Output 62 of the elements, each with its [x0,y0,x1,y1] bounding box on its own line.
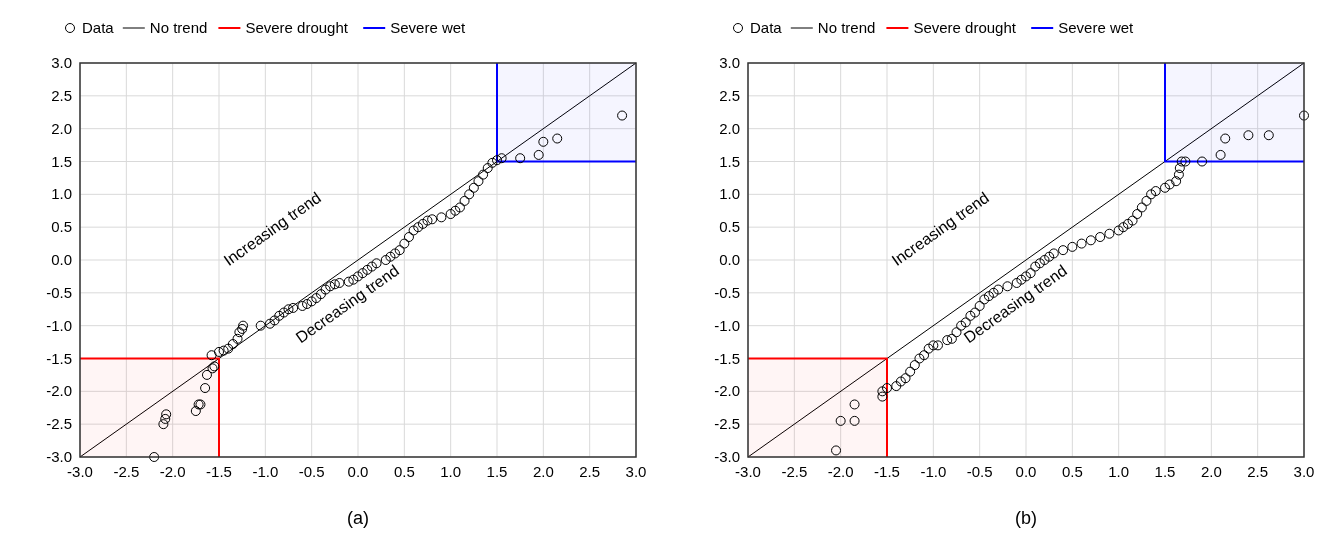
legend-label: Data [82,19,115,36]
legend-label: Severe wet [1058,19,1135,36]
y-tick-label: 0.5 [719,218,740,236]
y-tick-label: 0.0 [719,251,740,268]
x-tick-label: -3.0 [735,463,761,480]
y-tick-label: -3.0 [46,448,72,465]
x-tick-label: -2.5 [113,463,140,480]
x-tick-label: -3.0 [67,463,93,480]
x-tick-label: -1.0 [252,463,279,480]
x-tick-label: 1.0 [440,463,462,480]
x-tick-label: -0.5 [966,463,993,480]
y-tick-label: 0.5 [51,218,72,236]
x-tick-label: -2.5 [781,463,808,480]
legend-label: Severe drought [913,19,1017,36]
x-tick-label: 0.5 [393,463,415,480]
x-tick-label: 3.0 [1293,463,1315,480]
x-tick-label: 2.5 [579,463,601,480]
x-tick-label: 2.5 [1247,463,1269,480]
y-tick-label: 2.5 [51,86,72,104]
y-tick-label: -1.0 [714,316,740,334]
text: (b) [1015,508,1037,528]
x-tick-label: -1.5 [874,463,900,480]
legend-label: Severe drought [245,19,349,36]
y-tick-label: 1.5 [51,152,72,170]
legend-label: Severe wet [390,19,467,36]
y-tick-label: -0.5 [714,283,740,301]
x-tick-label: -2.0 [159,463,186,480]
y-tick-label: 1.5 [719,152,740,170]
y-tick-label: -2.0 [714,382,740,400]
y-tick-label: -2.5 [714,415,740,433]
x-tick-label: 0.5 [1061,463,1083,480]
y-tick-label: -2.5 [46,415,72,433]
y-tick-label: -3.0 [714,448,740,465]
y-tick-label: 2.0 [719,119,740,137]
x-tick-label: -0.5 [298,463,325,480]
x-tick-label: -1.0 [920,463,947,480]
y-tick-label: -1.5 [46,349,72,367]
y-tick-label: 3.0 [51,54,72,71]
y-tick-label: -2.0 [46,382,72,400]
y-tick-label: 2.5 [719,86,740,104]
legend-label: No trend [149,19,208,36]
x-tick-label: 1.5 [486,463,508,480]
y-tick-label: -0.5 [46,283,72,301]
y-tick-label: 2.0 [51,119,72,137]
x-tick-label: 0.0 [1015,463,1037,480]
x-tick-label: 1.0 [1108,463,1130,480]
x-tick-label: -2.0 [827,463,854,480]
y-tick-label: 1.0 [51,185,72,203]
text: (a) [347,508,369,528]
y-tick-label: 3.0 [719,54,740,71]
y-tick-label: -1.0 [46,316,72,334]
x-tick-label: -1.5 [206,463,232,480]
legend-label: Data [750,19,783,36]
x-tick-label: 1.5 [1154,463,1176,480]
legend-label: No trend [817,19,876,36]
y-tick-label: -1.5 [714,349,740,367]
x-tick-label: 2.0 [1200,463,1222,480]
y-tick-label: 1.0 [719,185,740,203]
x-tick-label: 3.0 [625,463,647,480]
x-tick-label: 0.0 [347,463,369,480]
y-tick-label: 0.0 [51,251,72,268]
x-tick-label: 2.0 [532,463,554,480]
